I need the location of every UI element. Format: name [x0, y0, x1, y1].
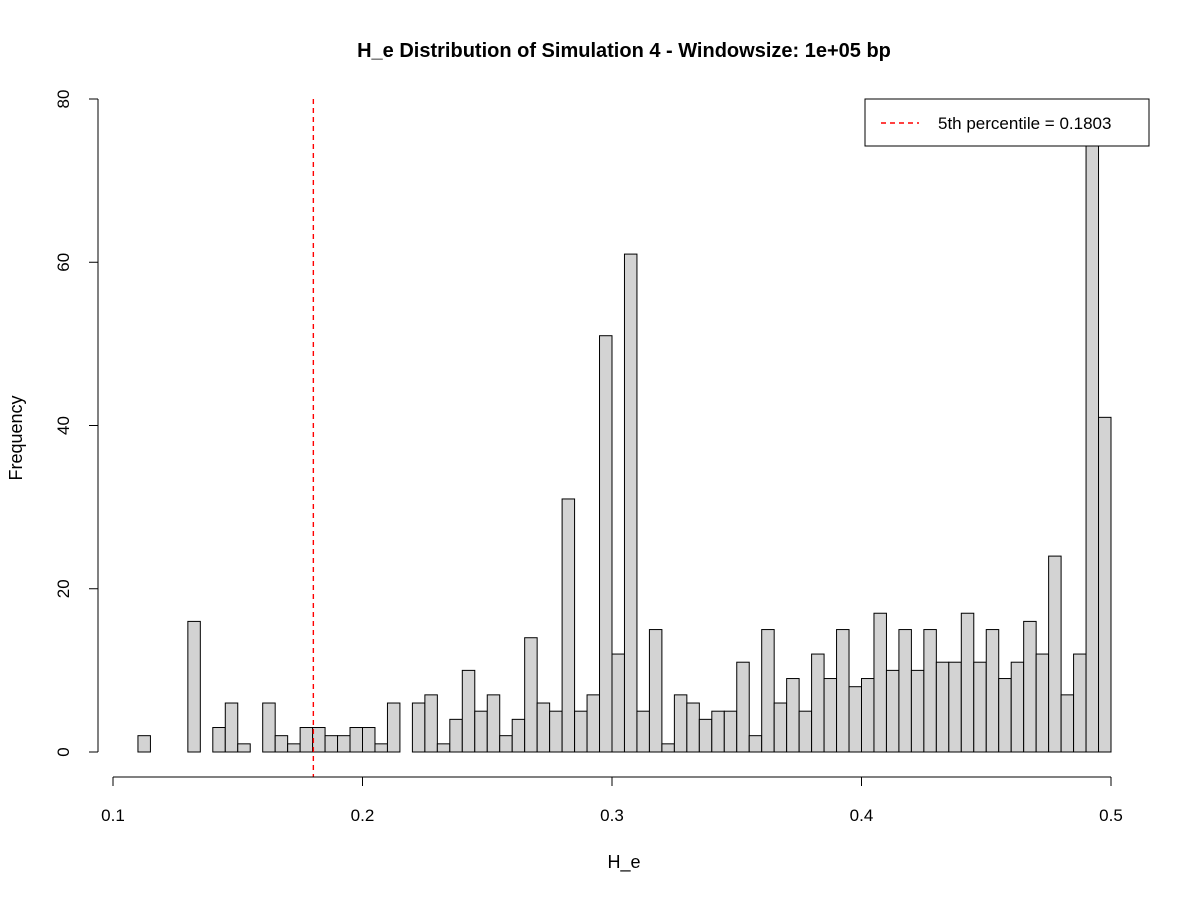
histogram-bar [960, 612, 975, 753]
histogram-bar [1010, 661, 1025, 753]
histogram-bar [1035, 653, 1050, 753]
histogram-bar [549, 710, 563, 753]
histogram-bar [224, 702, 239, 753]
histogram-bar [511, 718, 526, 753]
histogram-bar [935, 661, 950, 753]
histogram-bar [611, 653, 625, 753]
histogram-bar [299, 727, 314, 753]
histogram-bar [461, 669, 476, 753]
y-tick-label: 20 [54, 579, 73, 598]
histogram-bar [337, 735, 351, 753]
histogram-bar [786, 678, 800, 753]
x-tick-label: 0.3 [600, 806, 624, 825]
histogram-bar [636, 710, 650, 753]
histogram-bar [811, 653, 825, 753]
histogram-bar [262, 702, 276, 753]
x-tick-label: 0.1 [101, 806, 125, 825]
histogram-bar [985, 629, 1000, 753]
histogram-bar [1060, 694, 1075, 753]
x-axis: 0.1 0.2 0.3 0.4 0.5 [101, 776, 1123, 825]
histogram-bar [910, 669, 925, 753]
histogram-bar [599, 335, 613, 753]
x-tick-label: 0.5 [1099, 806, 1123, 825]
histogram-bar [998, 678, 1012, 753]
histogram-bar [424, 694, 438, 753]
y-tick-label: 60 [54, 253, 73, 272]
histogram-bar [312, 727, 326, 753]
histogram-bar [137, 735, 151, 753]
histogram-bar [324, 735, 339, 753]
legend-label: 5th percentile = 0.1803 [938, 114, 1111, 133]
x-tick-label: 0.2 [351, 806, 375, 825]
histogram-bar [362, 727, 376, 753]
histogram-bar [386, 702, 401, 753]
y-tick-label: 80 [54, 90, 73, 109]
histogram-bar [536, 702, 551, 753]
histogram-bar [623, 253, 638, 753]
histogram-bar [237, 743, 251, 753]
histogram-bar [287, 743, 301, 753]
histogram-bar [661, 743, 675, 753]
histogram-bar [773, 702, 788, 753]
histogram-bar [436, 743, 451, 753]
histogram-bar [1023, 620, 1037, 753]
histogram-bar [1098, 416, 1112, 753]
histogram-bar [449, 718, 463, 753]
histogram-bar [574, 710, 588, 753]
histogram-bar [1085, 139, 1100, 753]
histogram-bar [948, 661, 962, 753]
histogram-bar [274, 735, 289, 753]
histogram-bar [798, 710, 813, 753]
histogram-bar [586, 694, 601, 753]
histogram-bar [648, 629, 663, 753]
histogram-bar [349, 727, 363, 753]
histogram-bar [698, 718, 713, 753]
x-axis-label: H_e [607, 852, 640, 873]
y-tick-label: 40 [54, 416, 73, 435]
histogram-bar [748, 735, 763, 753]
legend: 5th percentile = 0.1803 [864, 98, 1150, 147]
histogram-bar [823, 678, 838, 753]
histogram-bar [1048, 555, 1062, 753]
histogram-bar [561, 498, 576, 753]
histogram-bar [374, 743, 388, 753]
histogram-bar [736, 661, 750, 753]
histogram-bar [212, 727, 226, 753]
histogram-bar [686, 702, 700, 753]
histogram-bar [499, 735, 513, 753]
chart-title: H_e Distribution of Simulation 4 - Windo… [357, 40, 891, 62]
histogram-bar [898, 629, 912, 753]
histogram-bar [861, 678, 875, 753]
histogram-bar [848, 686, 863, 753]
histogram-bar [474, 710, 488, 753]
histogram-bar [1073, 653, 1087, 753]
histogram-bar [873, 612, 887, 753]
histogram-bar [486, 694, 501, 753]
histogram-bar [885, 669, 900, 753]
histogram-bar [711, 710, 725, 753]
y-axis: 0 20 40 60 80 [54, 90, 99, 757]
histogram-bar [973, 661, 987, 753]
histogram-bar [761, 629, 775, 753]
y-axis-label: Frequency [6, 395, 26, 480]
y-tick-label: 0 [54, 747, 73, 756]
histogram-bar [723, 710, 738, 753]
histogram-bar [673, 694, 688, 753]
x-tick-label: 0.4 [850, 806, 874, 825]
histogram-bar [836, 629, 850, 753]
histogram-bar [411, 702, 426, 753]
histogram-bar [187, 620, 201, 753]
histogram-bar [923, 629, 937, 753]
histogram-bars [137, 139, 1112, 753]
histogram-bar [524, 637, 538, 753]
